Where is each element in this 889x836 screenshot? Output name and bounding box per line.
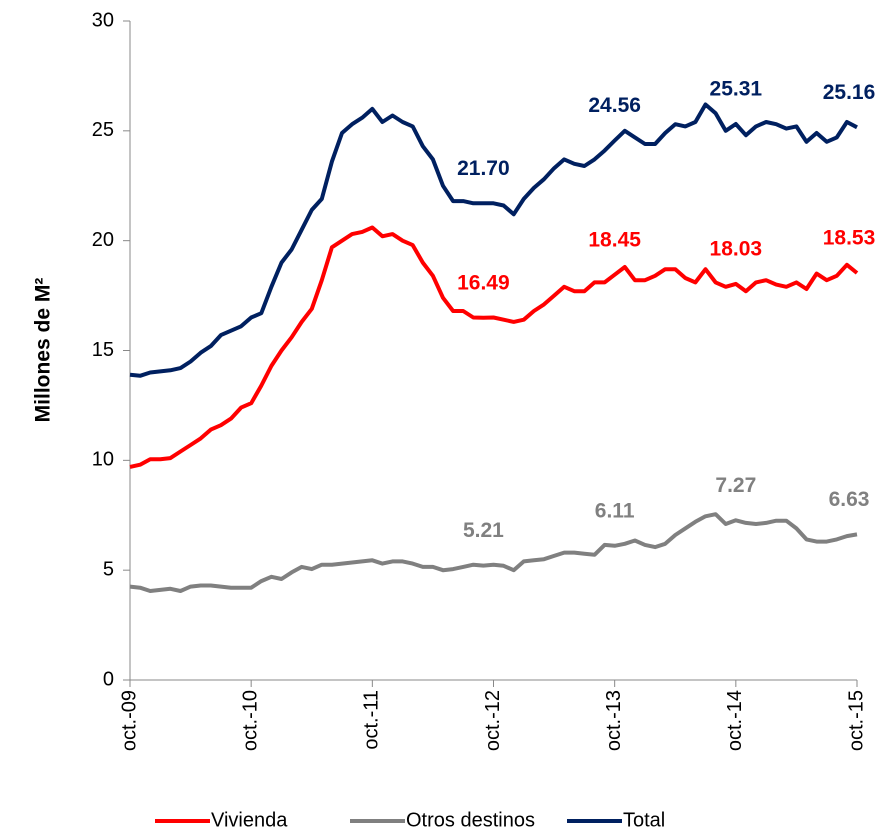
x-tick-label: oct.-14 bbox=[724, 690, 746, 751]
y-tick-label: 0 bbox=[103, 668, 114, 690]
x-tick-label: oct.-13 bbox=[603, 690, 625, 751]
data-label: 21.70 bbox=[457, 157, 510, 180]
data-label: 25.16 bbox=[823, 81, 876, 104]
x-tick-label: oct.-10 bbox=[239, 690, 261, 751]
series-line bbox=[129, 102, 858, 378]
x-tick-label: oct.-11 bbox=[361, 690, 383, 750]
series-line bbox=[129, 512, 858, 593]
data-label: 16.49 bbox=[457, 271, 510, 294]
data-label: 18.53 bbox=[823, 227, 876, 250]
y-tick-label: 15 bbox=[92, 339, 114, 361]
y-axis-label: Millones de M² bbox=[32, 278, 55, 423]
y-tick-label: 5 bbox=[103, 558, 114, 580]
legend-label: Total bbox=[623, 809, 665, 831]
data-label: 6.11 bbox=[595, 499, 635, 522]
legend-label: Vivienda bbox=[211, 809, 288, 831]
y-tick-label: 25 bbox=[92, 119, 114, 141]
data-label: 18.03 bbox=[710, 237, 763, 260]
data-label: 18.45 bbox=[588, 228, 641, 251]
data-label: 25.31 bbox=[710, 78, 763, 101]
data-label: 5.21 bbox=[463, 519, 504, 542]
x-tick-label: oct.-09 bbox=[118, 690, 140, 751]
x-tick-label: oct.-15 bbox=[845, 690, 867, 751]
data-label: 24.56 bbox=[588, 94, 641, 117]
data-label: 7.27 bbox=[715, 474, 756, 497]
series-line bbox=[129, 225, 859, 469]
y-tick-label: 10 bbox=[92, 449, 114, 471]
data-label: 6.63 bbox=[829, 488, 870, 511]
legend-label: Otros destinos bbox=[406, 809, 535, 831]
y-tick-label: 30 bbox=[92, 9, 114, 31]
y-tick-label: 20 bbox=[92, 229, 114, 251]
x-tick-label: oct.-12 bbox=[482, 690, 504, 751]
